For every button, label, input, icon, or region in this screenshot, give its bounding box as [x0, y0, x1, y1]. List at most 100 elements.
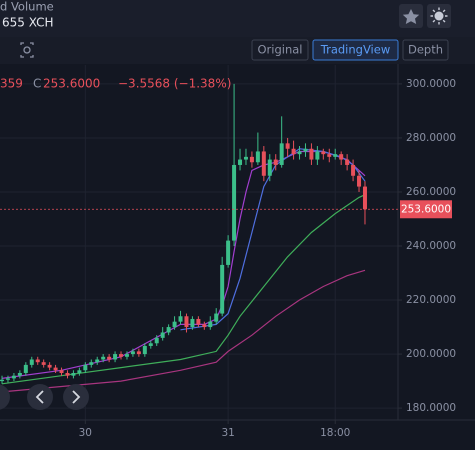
- nav-buttons: [0, 384, 89, 410]
- candle-body: [226, 240, 231, 265]
- candle-body: [315, 151, 320, 160]
- y-tick-label: 260.0000: [406, 186, 456, 198]
- candle-body: [65, 372, 70, 376]
- candle-body: [53, 367, 58, 371]
- legend-close: 253.6000: [43, 77, 100, 91]
- y-tick-label: 240.0000: [406, 240, 456, 252]
- sun-icon[interactable]: [434, 11, 444, 21]
- candle-body: [77, 370, 82, 373]
- candle-body: [83, 364, 88, 371]
- candle-body: [11, 375, 16, 379]
- volume-label: d Volume: [0, 0, 54, 14]
- ohlc-legend: 359 C 253.6000 −3.5568 (−1.38%): [0, 77, 231, 91]
- candle-body: [35, 359, 40, 363]
- legend-change: −3.5568 (−1.38%): [118, 77, 231, 91]
- candle-body: [232, 164, 237, 241]
- candle-body: [345, 159, 350, 165]
- x-tick-label: 30: [79, 427, 92, 439]
- screenshot-frame: [20, 42, 34, 58]
- moving-average: [1, 194, 366, 385]
- candle-body: [107, 356, 112, 360]
- candle-body: [154, 337, 159, 344]
- x-tick-label: 18:00: [320, 427, 350, 439]
- view-buttons: Original TradingView Depth: [251, 39, 449, 61]
- nav-partial[interactable]: [0, 384, 10, 410]
- sun-rays[interactable]: [430, 7, 448, 25]
- nav-forward[interactable]: [63, 384, 89, 410]
- candle-body: [291, 148, 296, 155]
- candle-body: [214, 313, 219, 322]
- view-button[interactable]: [312, 39, 399, 61]
- candle-body: [190, 318, 195, 328]
- y-tick-label: 180.0000: [406, 402, 456, 414]
- candle-body: [124, 354, 129, 357]
- y-tick-label: 200.0000: [406, 348, 456, 360]
- candle-body: [184, 316, 189, 328]
- legend-close-label: C: [33, 77, 41, 91]
- candle-body: [357, 175, 362, 187]
- x-tick-label: 31: [221, 427, 234, 439]
- candle-body: [160, 332, 165, 338]
- last-price-label: 253.6000: [401, 203, 451, 215]
- view-button-label[interactable]: Original: [257, 43, 302, 57]
- candle-body: [309, 148, 314, 160]
- candle-body: [130, 351, 135, 355]
- favorite-button[interactable]: [399, 4, 423, 28]
- candle-body: [178, 316, 183, 322]
- view-button-label[interactable]: TradingView: [320, 43, 390, 57]
- nav-back[interactable]: [27, 384, 53, 410]
- candles: [0, 83, 367, 384]
- candle-body: [238, 159, 243, 165]
- candle-body: [101, 356, 106, 360]
- view-button[interactable]: [402, 39, 449, 61]
- candle-body: [71, 372, 76, 376]
- candle-body: [285, 143, 290, 149]
- candle-body: [113, 354, 118, 360]
- view-button[interactable]: [251, 39, 309, 61]
- candle-body: [267, 159, 272, 176]
- candle-body: [41, 362, 46, 365]
- chevron-right: [72, 390, 81, 404]
- candle-body: [333, 154, 338, 157]
- candle-body: [142, 345, 147, 355]
- candle-body: [321, 151, 326, 155]
- axes: 180.0000 200.0000 220.0000 240.0000 260.0000…: [79, 78, 456, 439]
- candle-body: [220, 264, 225, 314]
- candle-body: [261, 151, 266, 176]
- candle-body: [339, 154, 344, 160]
- candle-body: [172, 321, 177, 328]
- candle-body: [0, 379, 5, 382]
- candle-body: [148, 343, 153, 346]
- candle-body: [47, 364, 52, 368]
- volume-value: 655 XCH: [2, 16, 53, 30]
- candle-body: [255, 151, 260, 163]
- candle-body: [136, 351, 141, 355]
- screenshot-lens: [23, 46, 31, 54]
- candle-body: [327, 154, 332, 157]
- y-tick-label: 300.0000: [406, 78, 456, 90]
- candle-body: [29, 359, 34, 365]
- chevron-left: [35, 390, 44, 404]
- star-icon[interactable]: [402, 9, 420, 24]
- candle-body: [297, 151, 302, 155]
- candle-body: [362, 186, 367, 210]
- y-tick-label: 280.0000: [406, 132, 456, 144]
- header-bar: [0, 0, 475, 37]
- y-tick-label: 220.0000: [406, 294, 456, 306]
- legend-fragment: 359: [0, 77, 23, 91]
- view-button-label[interactable]: Depth: [408, 43, 443, 57]
- candle-body: [59, 370, 64, 373]
- grid: [0, 65, 398, 420]
- candle-body: [196, 318, 201, 325]
- theme-button[interactable]: [427, 4, 451, 28]
- candle-body: [303, 148, 308, 152]
- moving-average: [1, 269, 366, 393]
- candle-body: [243, 156, 248, 160]
- candle-body: [208, 321, 213, 328]
- candle-body: [23, 364, 28, 373]
- candle-body: [202, 324, 207, 328]
- candle-body: [166, 327, 171, 333]
